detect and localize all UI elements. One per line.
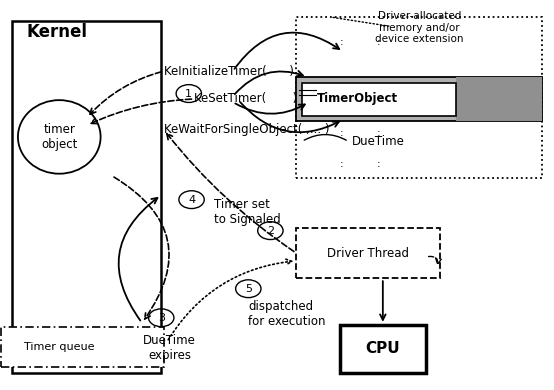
Bar	[302, 83, 456, 115]
Text: Driver Thread: Driver Thread	[327, 246, 409, 260]
Bar	[12, 21, 161, 373]
Bar	[340, 325, 426, 373]
Text: KeInitializeTimer(      ): KeInitializeTimer( )	[164, 65, 294, 78]
Text: CPU: CPU	[366, 341, 400, 356]
Text: :: :	[377, 128, 381, 138]
Text: dispatched
for execution: dispatched for execution	[248, 300, 326, 328]
Text: 2: 2	[267, 226, 274, 236]
Text: Driver-allocated
memory and/or
device extension: Driver-allocated memory and/or device ex…	[375, 11, 464, 44]
Text: :: :	[377, 37, 381, 48]
Text: timer
object: timer object	[41, 123, 78, 151]
Text: 3: 3	[158, 313, 165, 323]
Text: Kernel: Kernel	[26, 23, 87, 41]
Text: :: :	[340, 37, 344, 48]
Bar	[296, 228, 440, 278]
Text: :: :	[340, 159, 344, 169]
Text: DueTime: DueTime	[351, 135, 404, 148]
Text: 5: 5	[245, 284, 252, 294]
Text: Timer set
to Signaled: Timer set to Signaled	[214, 199, 280, 227]
Text: TimerObject: TimerObject	[317, 92, 398, 105]
Text: 4: 4	[188, 195, 195, 205]
Text: :: :	[377, 159, 381, 169]
Text: 1: 1	[185, 89, 192, 99]
Text: DueTime
expires: DueTime expires	[143, 334, 196, 362]
Text: KeSetTimer(       ): KeSetTimer( )	[194, 92, 297, 105]
Bar	[456, 77, 542, 121]
Text: KeWaitForSingleObject( ,... ): KeWaitForSingleObject( ,... )	[164, 124, 330, 136]
Bar	[2, 327, 164, 367]
Text: Timer queue: Timer queue	[24, 342, 95, 352]
Bar	[296, 77, 542, 121]
Bar	[296, 17, 542, 177]
Text: :: :	[340, 128, 344, 138]
